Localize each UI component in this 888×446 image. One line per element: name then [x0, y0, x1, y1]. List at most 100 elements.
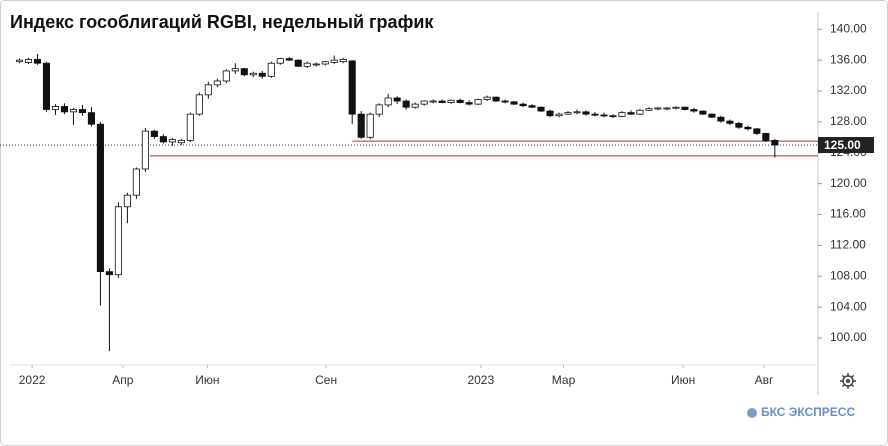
- candle-body: [690, 109, 698, 112]
- candle-body: [321, 61, 329, 65]
- candle-body: [429, 100, 437, 103]
- candle-body: [294, 59, 302, 67]
- candle-body: [564, 112, 572, 115]
- candle-body: [339, 58, 347, 63]
- x-tick-label: Сен: [315, 373, 337, 387]
- candle-body: [42, 62, 51, 110]
- candle-body: [231, 68, 239, 72]
- y-tick-label: 132.00: [830, 83, 867, 97]
- candle-body: [312, 63, 320, 66]
- candle-body: [735, 123, 743, 128]
- candle-body: [87, 112, 95, 125]
- y-tick-label: 140.00: [830, 21, 867, 35]
- candle-body: [168, 139, 176, 143]
- candle-body: [771, 140, 779, 146]
- candle-body: [645, 108, 653, 111]
- candle-body: [744, 126, 752, 130]
- candle-body: [492, 96, 500, 102]
- candle-body: [186, 113, 194, 141]
- y-tick-label: 136.00: [830, 52, 867, 66]
- y-tick-label: 128.00: [830, 114, 867, 128]
- candle-body: [366, 113, 374, 138]
- candle-body: [105, 271, 113, 276]
- x-tick-label: Мар: [552, 373, 576, 387]
- candle-body: [600, 114, 608, 117]
- x-tick-label: 2023: [467, 373, 494, 387]
- y-tick-label: 112.00: [830, 238, 866, 252]
- candle-body: [114, 206, 122, 276]
- candle-body: [258, 72, 266, 77]
- brand-logo: БКС ЭКСПРЕСС: [747, 405, 855, 419]
- candle-body: [60, 106, 69, 113]
- candle-body: [654, 107, 662, 110]
- candle-body: [510, 101, 518, 105]
- candle-body: [528, 105, 536, 108]
- candle-body: [501, 100, 509, 103]
- candle-body: [384, 97, 392, 106]
- candle-body: [456, 99, 464, 103]
- candle-body: [762, 133, 770, 141]
- candle-body: [141, 130, 149, 170]
- candle-body: [420, 100, 428, 105]
- x-tick-label: Июн: [671, 373, 695, 387]
- candle-body: [609, 115, 617, 118]
- chart-title: Индекс гособлигаций RGBI, недельный граф…: [10, 12, 434, 32]
- candle-body: [708, 113, 716, 118]
- candle-body: [393, 97, 401, 102]
- candle-body: [717, 116, 725, 122]
- candle-body: [357, 113, 365, 138]
- last-price-box: [818, 137, 874, 154]
- candle-body: [438, 100, 446, 103]
- candle-body: [24, 58, 33, 63]
- candle-body: [267, 62, 275, 77]
- candle-body: [285, 58, 293, 61]
- candle-body: [582, 111, 590, 115]
- candle-body: [537, 106, 545, 112]
- candle-body: [195, 94, 203, 115]
- candle-body: [699, 110, 707, 115]
- candle-body: [447, 99, 455, 103]
- candle-body: [132, 168, 140, 196]
- candle-body: [222, 70, 230, 82]
- x-tick-label: 2022: [19, 373, 46, 387]
- gear-teeth: [840, 373, 856, 389]
- y-tick-label: 108.00: [830, 268, 867, 282]
- candle-body: [555, 113, 563, 117]
- candle-body: [483, 96, 491, 100]
- candle-body: [204, 84, 212, 96]
- candle-body: [159, 136, 167, 143]
- candle-body: [573, 111, 581, 114]
- gear-center: [846, 379, 850, 383]
- settings-icon[interactable]: [840, 373, 856, 389]
- candle-body: [474, 99, 482, 105]
- x-tick-label: Апр: [112, 373, 134, 387]
- candle-body: [240, 68, 248, 76]
- last-price-label: 125.00: [824, 138, 861, 152]
- candle-body: [78, 109, 86, 114]
- y-tick-label: 120.00: [830, 176, 867, 190]
- brand-text: БКС ЭКСПРЕСС: [761, 405, 855, 419]
- candle-body: [636, 109, 644, 115]
- candle-body: [51, 106, 60, 110]
- candle-body: [150, 130, 158, 137]
- candle-body: [519, 103, 527, 107]
- candle-body: [753, 128, 761, 134]
- candle-body: [123, 194, 131, 208]
- candle-body: [465, 102, 473, 105]
- y-tick-label: 116.00: [830, 207, 866, 221]
- x-tick-label: Авг: [755, 373, 774, 387]
- candle-body: [591, 113, 599, 116]
- y-tick-label: 104.00: [830, 299, 867, 313]
- candle-body: [177, 140, 185, 144]
- candle-body: [627, 112, 635, 115]
- candle-body: [672, 106, 680, 109]
- candle-body: [681, 106, 689, 110]
- candle-body: [276, 58, 284, 64]
- candle-body: [303, 62, 311, 67]
- logo-mark: [747, 408, 757, 418]
- candle-body: [375, 104, 383, 115]
- x-tick-label: Июн: [195, 373, 219, 387]
- candle-body: [96, 123, 104, 273]
- candle-body: [69, 109, 77, 113]
